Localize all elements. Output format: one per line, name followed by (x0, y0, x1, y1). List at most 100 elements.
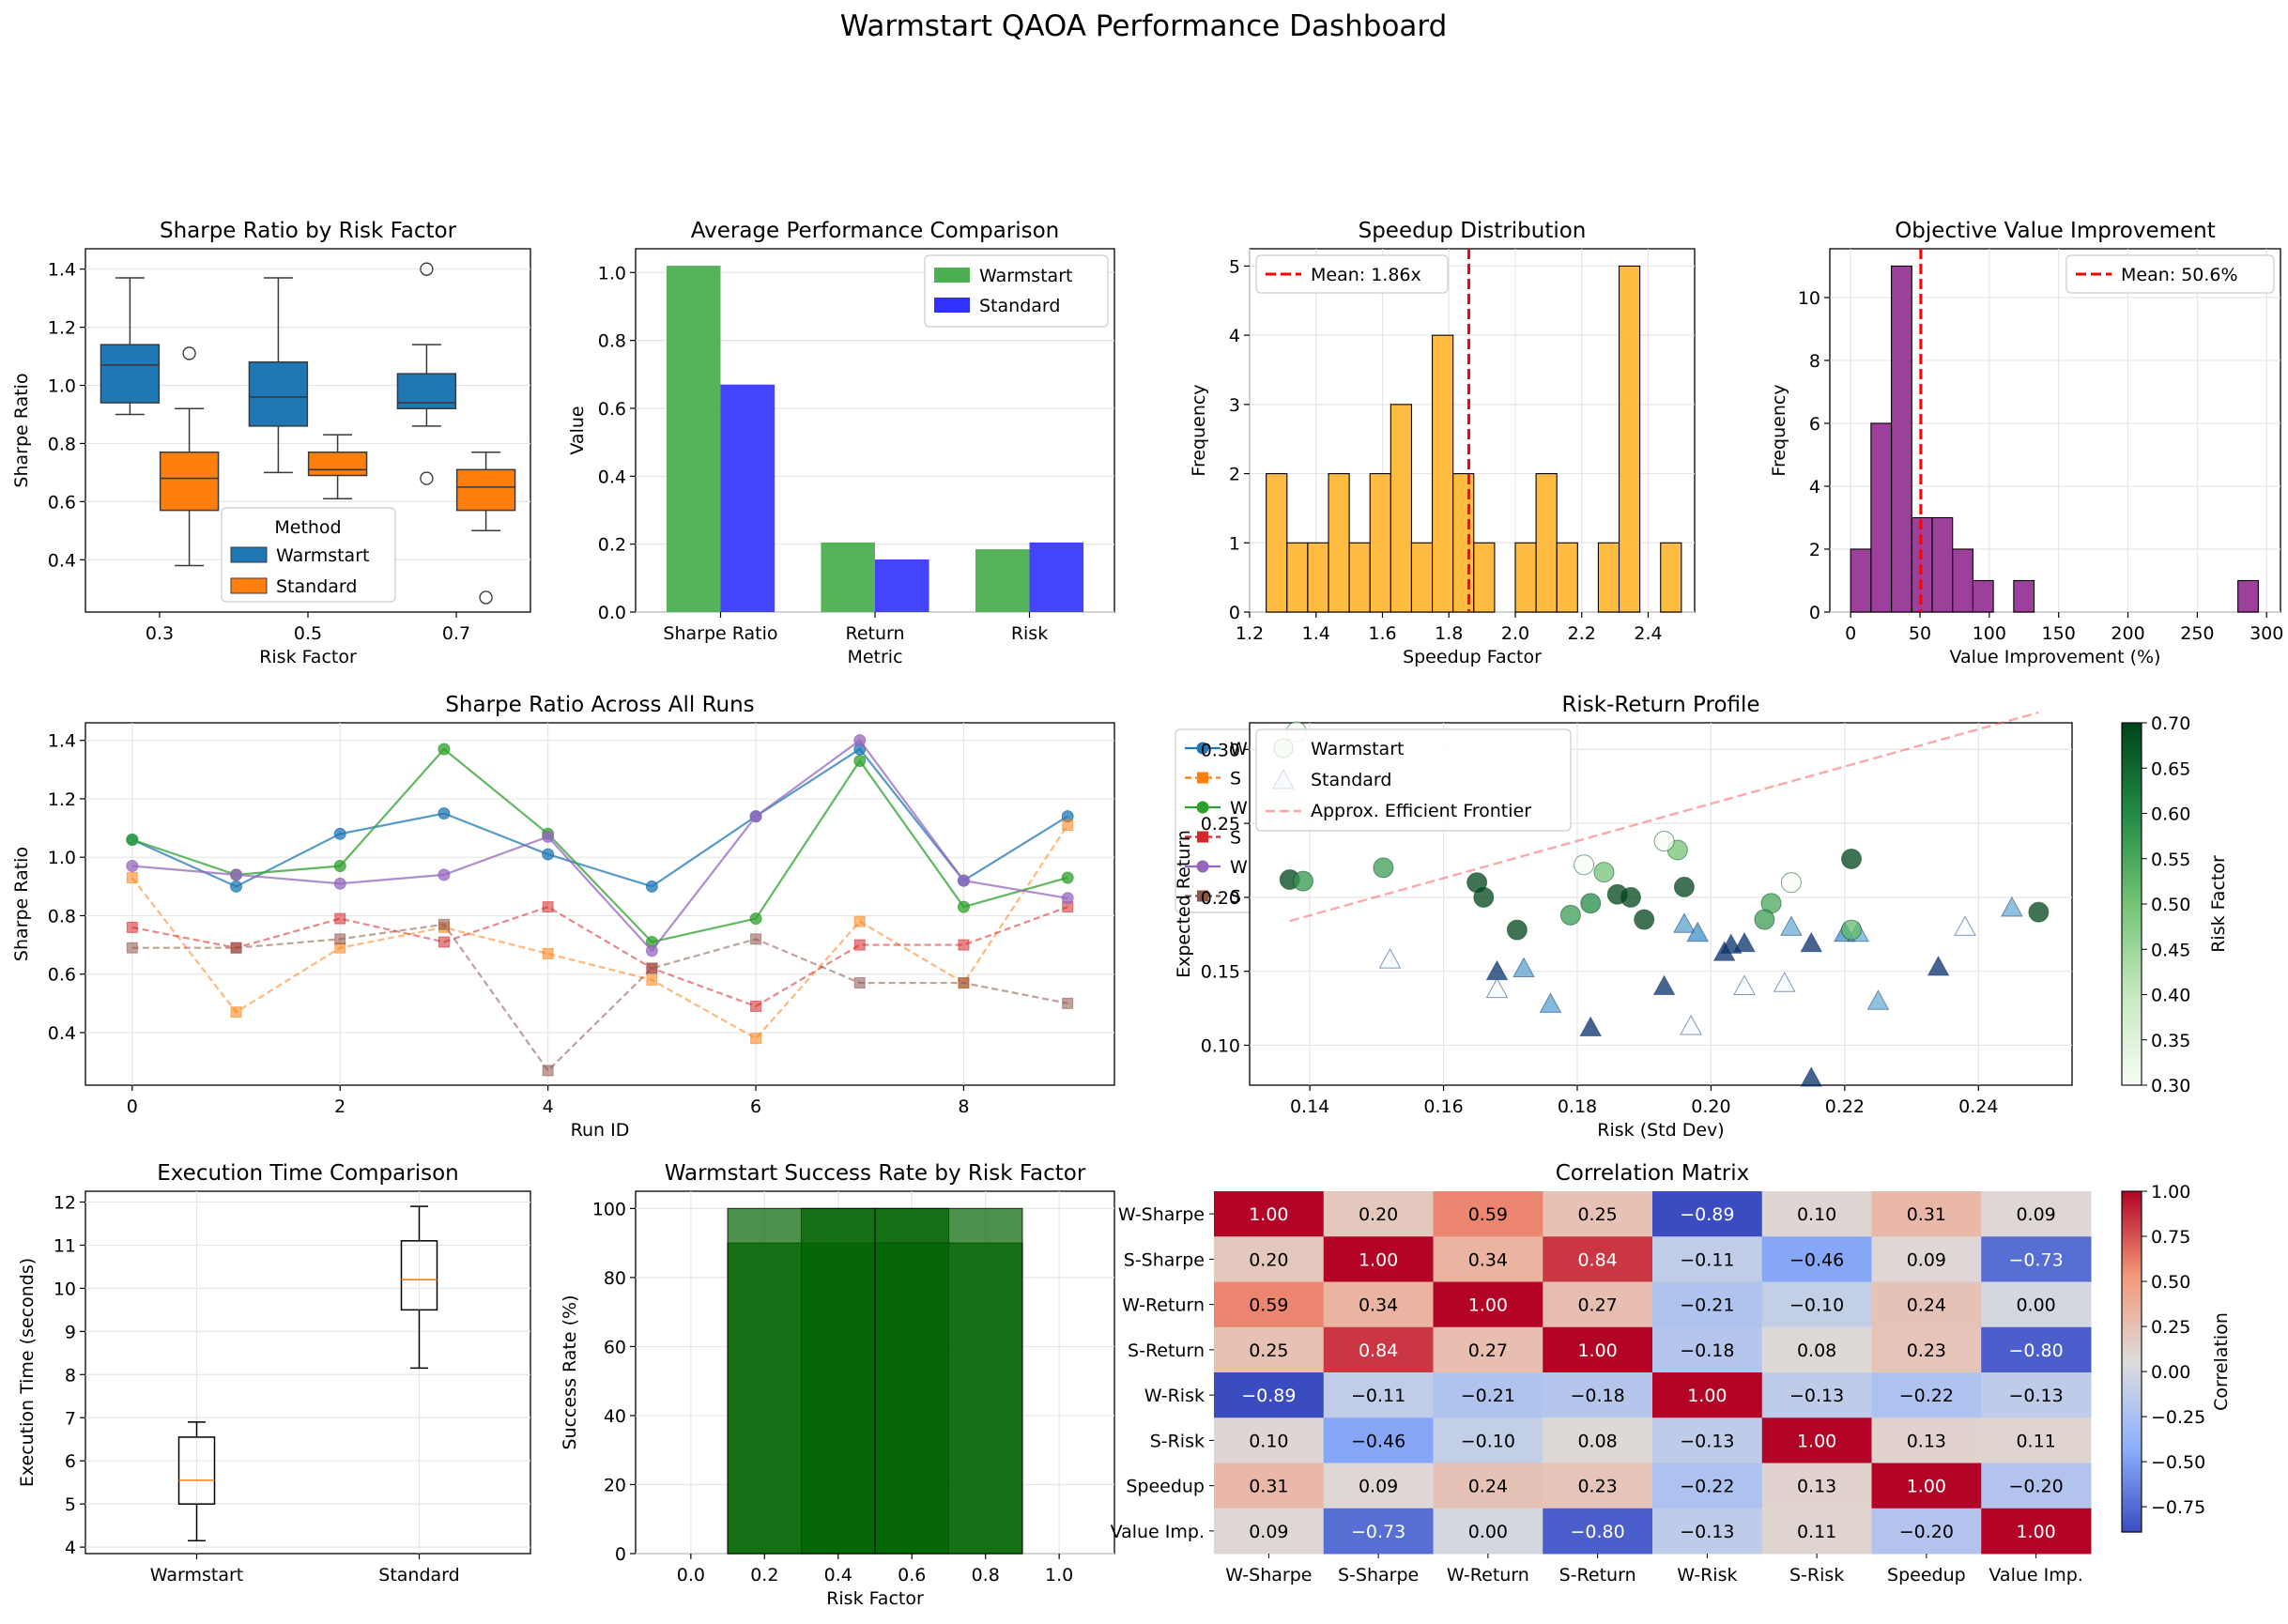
dashboard-title: Warmstart QAOA Performance Dashboard (840, 9, 1448, 43)
run-point (1061, 892, 1074, 905)
legend-entry: Mean: 1.86x (1311, 265, 1421, 285)
x-tick-label: Risk (1011, 623, 1048, 644)
x-tick-label: 4 (543, 1096, 554, 1117)
run-point (230, 868, 243, 881)
heatmap-cell (1761, 1281, 1872, 1328)
standard-point (1680, 1014, 1702, 1035)
colorbar-cell (2122, 728, 2142, 733)
colorbar-cell (2122, 1027, 2142, 1032)
colorbar-cell (2122, 1222, 2142, 1226)
heatmap-cell (1323, 1372, 1434, 1418)
histogram-bar (1369, 473, 1391, 613)
row-label: Value Imp. (1111, 1522, 1205, 1542)
heatmap-cell (1543, 1326, 1653, 1373)
colorbar-cell (2122, 771, 2142, 775)
run-point (126, 860, 139, 873)
chart-risk-return: 0.10 0.15 0.20 0.25 0.30 0.14 0.16 0.18 0.20 0.22… (1174, 693, 2229, 1141)
colorbar-cell (2122, 1381, 2142, 1386)
chart-runs-frame (84, 722, 1115, 1086)
run-point (750, 1033, 762, 1045)
colorbar-tick-label: 1.00 (2151, 1182, 2190, 1203)
colorbar-cell (2122, 912, 2142, 917)
colorbar-cell (2122, 1273, 2142, 1278)
warmstart-point (1754, 909, 1775, 930)
colorbar-cell (2122, 758, 2142, 763)
column-label: Value Imp. (1989, 1565, 2082, 1586)
colorbar-cell (2122, 1469, 2142, 1474)
colorbar-cell (2122, 1500, 2142, 1505)
colorbar-cell (2122, 840, 2142, 845)
column-label: W-Return (1447, 1565, 1529, 1586)
colorbar-cell (2122, 1021, 2142, 1026)
colorbar-cell (2122, 1313, 2142, 1317)
colorbar-cell (2122, 1472, 2142, 1477)
colorbar-cell (2122, 1256, 2142, 1261)
colorbar-cell (2122, 1290, 2142, 1295)
histogram-bar (1390, 404, 1412, 613)
colorbar-cell (2122, 1341, 2142, 1345)
legend-title: Method (274, 517, 341, 538)
heatmap-cell (1214, 1236, 1325, 1282)
colorbar-cell (2122, 1358, 2142, 1363)
heatmap-cell (1433, 1191, 1543, 1237)
heatmap-value: 0.09 (1359, 1477, 1398, 1497)
colorbar-cell (2122, 1004, 2142, 1007)
run-point (438, 743, 451, 756)
colorbar-cell (2122, 1076, 2142, 1080)
x-tick-label: 0.5 (294, 623, 322, 644)
colorbar-cell (2122, 1503, 2142, 1508)
heatmap-value: 0.20 (1249, 1249, 1288, 1270)
run-point (126, 834, 139, 847)
heatmap-value: 1.00 (1907, 1477, 1946, 1497)
colorbar-cell (2122, 973, 2142, 977)
colorbar-cell (2122, 804, 2142, 808)
colorbar-cell (2122, 1228, 2142, 1232)
run-point (438, 936, 450, 948)
standard-point (1579, 1016, 1603, 1037)
colorbar-cell (2122, 1478, 2142, 1482)
colorbar-cell (2122, 1441, 2142, 1445)
y-tick-label: 4 (1229, 326, 1240, 346)
heatmap-value: −0.46 (1789, 1249, 1844, 1270)
colorbar-cell (2122, 1064, 2142, 1068)
colorbar-cell (2122, 1203, 2142, 1206)
sharpe-box-warmstart-box (100, 344, 161, 404)
colorbar-cell (2122, 1009, 2142, 1014)
colorbar-cell (2122, 1517, 2142, 1522)
legend-entry: Warmstart (1311, 739, 1404, 759)
y-tick-label: 8 (1809, 351, 1820, 372)
heatmap-cell (1433, 1326, 1543, 1373)
colorbar-cell (2122, 1463, 2142, 1468)
y-tick-label: 0.10 (1201, 1035, 1240, 1056)
standard-point (1927, 955, 1950, 976)
colorbar-cell (2122, 1424, 2142, 1428)
y-tick-label: 2 (1809, 540, 1820, 560)
colorbar-cell (2122, 774, 2142, 778)
chart-exec-time-frame (84, 1190, 531, 1555)
colorbar-cell (2122, 991, 2142, 996)
histogram-bar (1597, 542, 1620, 613)
legend-frame (924, 254, 1109, 328)
colorbar-cell (2122, 1281, 2142, 1286)
heatmap-cell (1433, 1417, 1543, 1463)
colorbar-cell (2122, 1509, 2142, 1513)
chart-success-rate: 0 20 40 60 80 100 0.0 0.2 0.4 0.6 0.8 1.0 Warmstart … (560, 1161, 1115, 1609)
colorbar-cell (2122, 1455, 2142, 1459)
exec-box-box (400, 1240, 438, 1311)
legend-marker (1273, 738, 1294, 758)
legend-entry: Warmstart (276, 545, 369, 566)
colorbar-cell (2122, 726, 2142, 730)
colorbar-cell (2122, 892, 2142, 896)
colorbar-cell (2122, 1384, 2142, 1388)
colorbar-cell (2122, 1387, 2142, 1391)
x-tick-label: 1.8 (1435, 623, 1463, 644)
legend-marker (1272, 768, 1295, 789)
colorbar-cell (2122, 964, 2142, 969)
x-tick-label: 0.16 (1423, 1096, 1463, 1117)
y-tick-label: 0.6 (598, 399, 626, 420)
y-tick-label: 0.25 (1201, 814, 1240, 835)
heatmap-cell (1543, 1236, 1653, 1282)
heatmap-value: 0.59 (1249, 1295, 1288, 1316)
success-bar (874, 1207, 1023, 1555)
colorbar-cell (2122, 1208, 2142, 1212)
